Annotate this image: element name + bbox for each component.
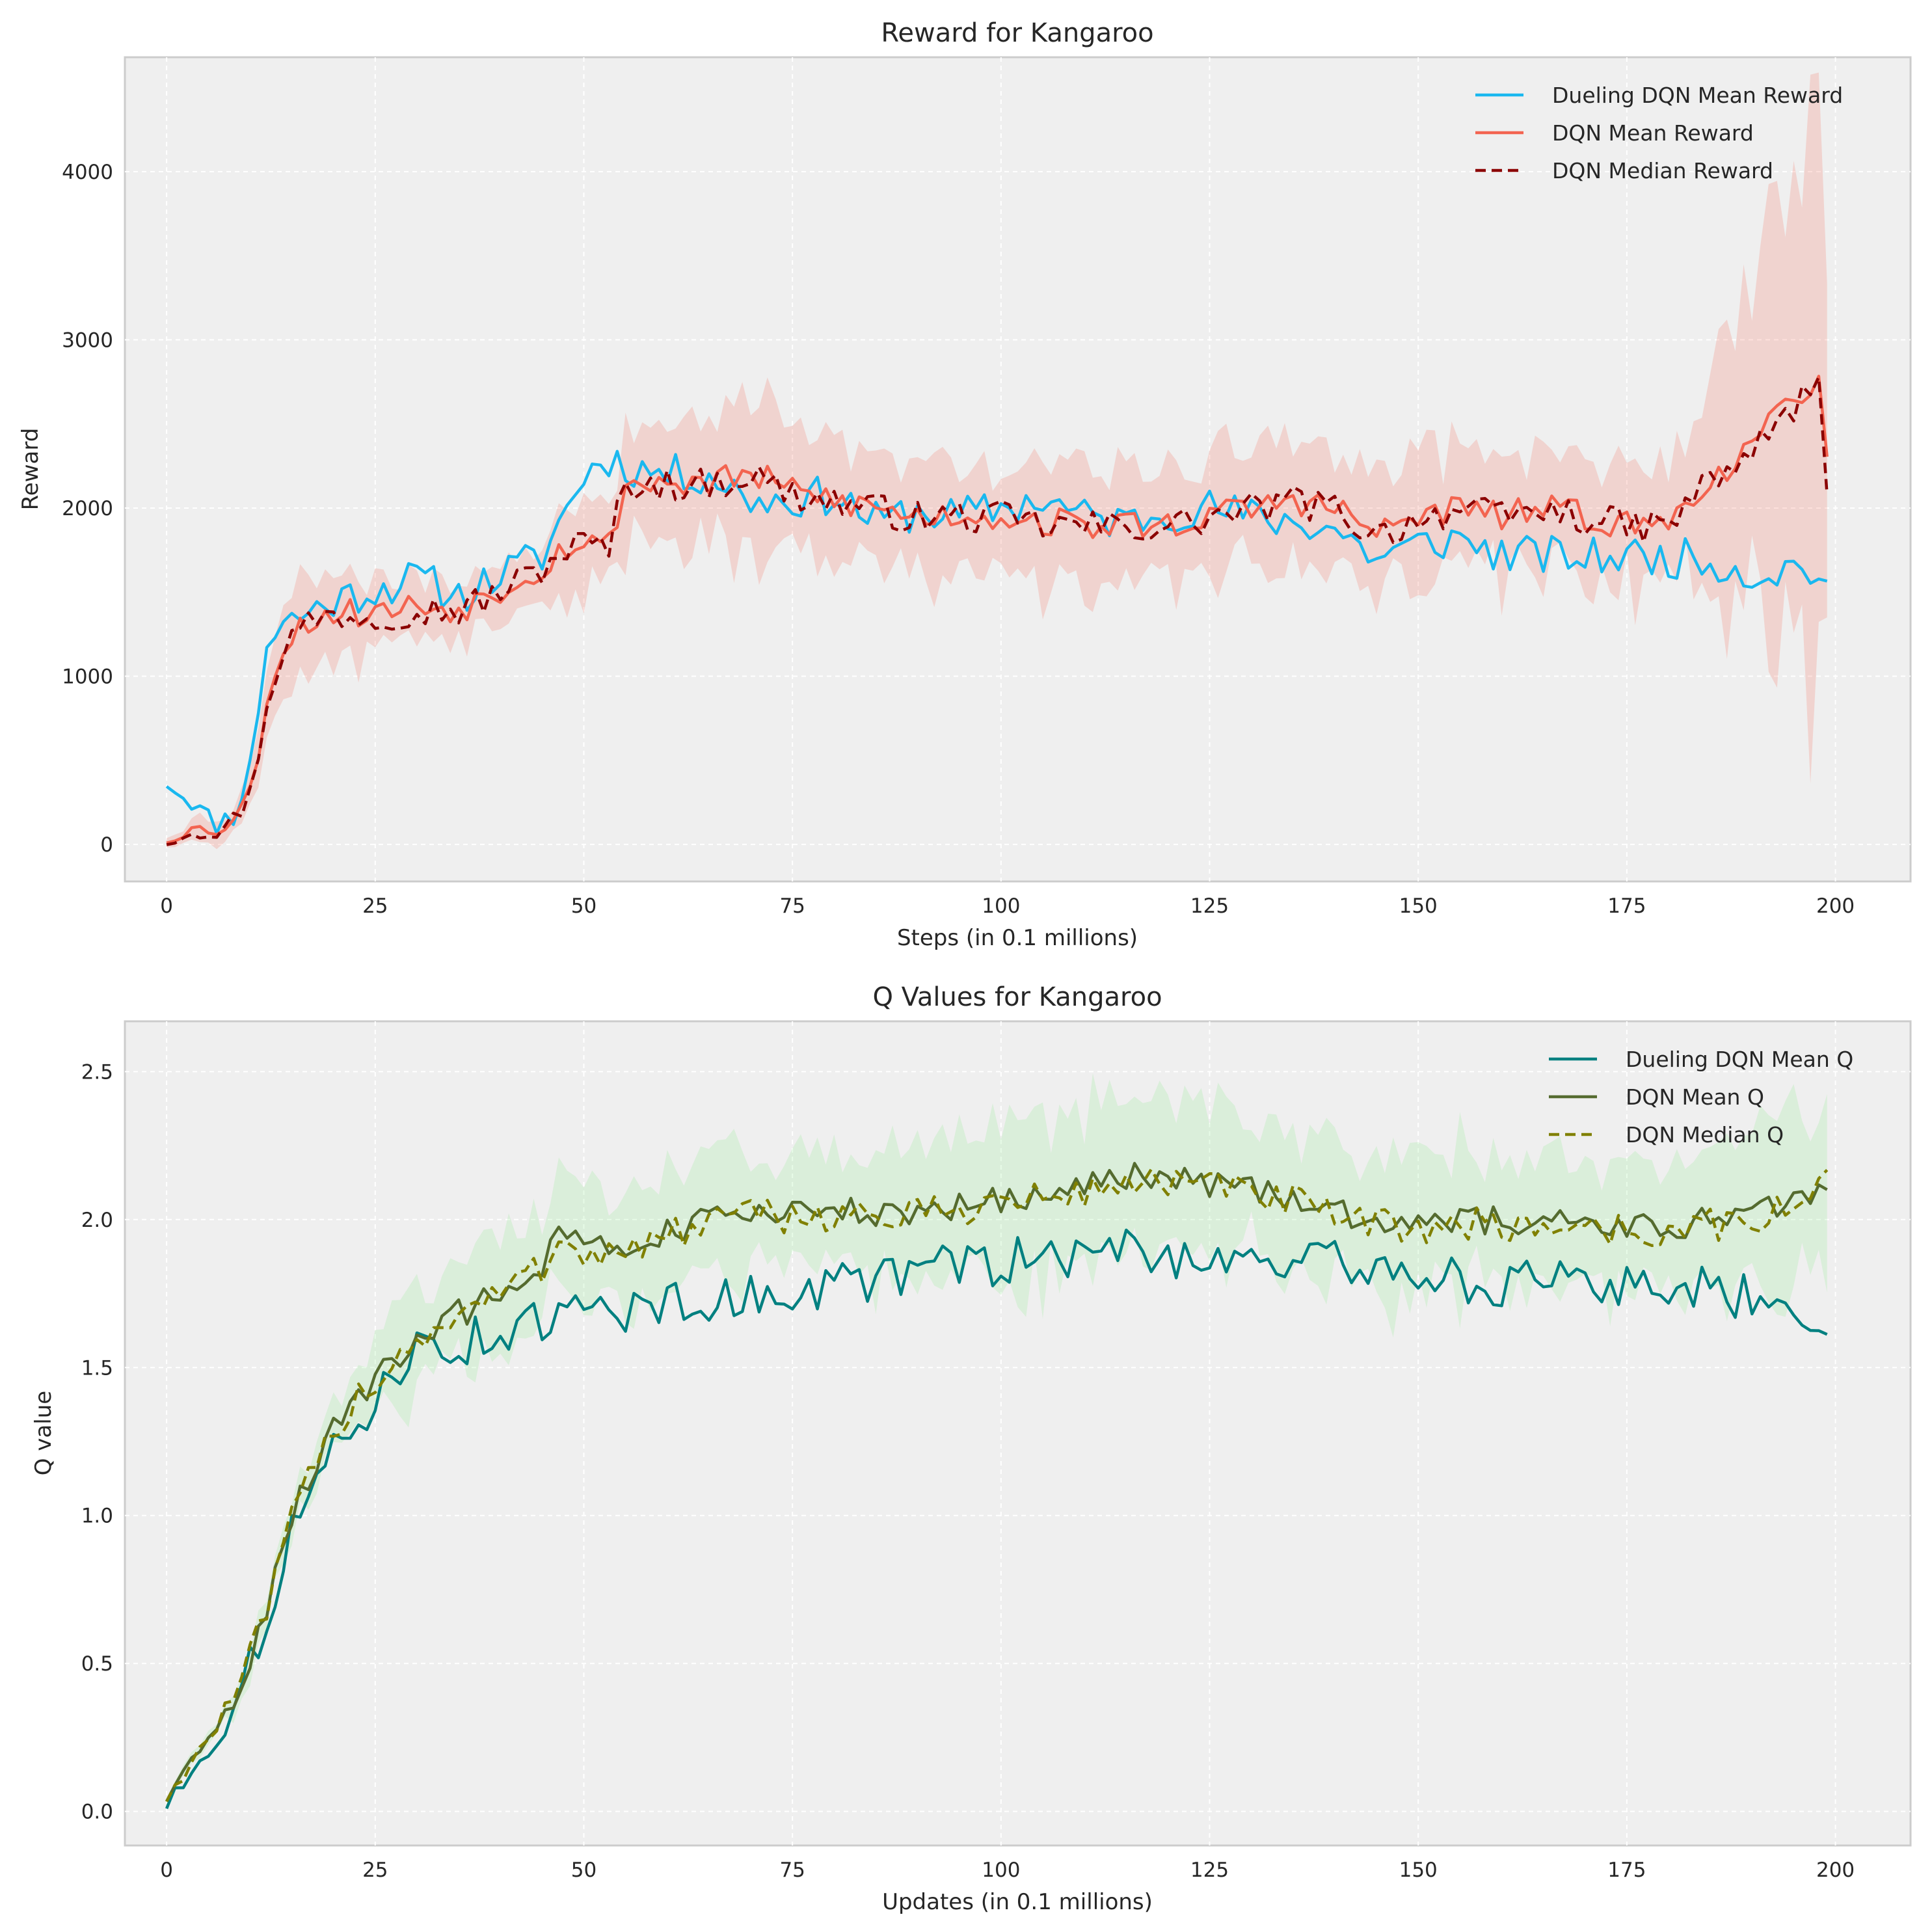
- reward-band: [167, 72, 1827, 850]
- reward-xticks: 0 25 50 75 100 125 150 175 200: [160, 894, 1855, 918]
- reward-x-tick-label: 50: [571, 894, 597, 918]
- reward-legend-label: DQN Mean Reward: [1552, 120, 1754, 146]
- q-y-tick-label: 1.5: [81, 1356, 113, 1380]
- reward-legend: Dueling DQN Mean Reward DQN Mean Reward DQ…: [1475, 83, 1843, 183]
- q-x-tick-label: 0: [160, 1858, 173, 1882]
- q-series: [165, 1162, 1829, 1810]
- q-x-tick-label: 75: [779, 1858, 805, 1882]
- reward-chart-title: Reward for Kangaroo: [881, 18, 1153, 48]
- q-confidence-band: [167, 1073, 1827, 1804]
- reward-axes-frame: [124, 56, 1912, 883]
- reward-grid: [125, 57, 1911, 881]
- reward-series: [165, 375, 1829, 846]
- reward-x-axis-label: Steps (in 0.1 millions): [897, 925, 1138, 951]
- reward-x-tick-label: 150: [1399, 894, 1438, 918]
- q-legend-label: DQN Median Q: [1626, 1122, 1784, 1147]
- q-y-tick-label: 0.0: [81, 1801, 113, 1824]
- q-y-tick-label: 2.5: [81, 1060, 113, 1084]
- q-legend: Dueling DQN Mean Q DQN Mean Q DQN Median Q: [1549, 1047, 1853, 1147]
- q-y-tick-label: 0.5: [81, 1652, 113, 1676]
- reward-x-tick-label: 0: [160, 894, 173, 918]
- q-legend-label: Dueling DQN Mean Q: [1626, 1047, 1853, 1072]
- q-y-axis-label: Q value: [31, 1391, 57, 1475]
- reward-series-line-3: [166, 375, 1829, 846]
- reward-series-line-2: [166, 375, 1829, 844]
- reward-x-tick-label: 25: [362, 894, 388, 918]
- q-x-tick-label: 125: [1190, 1858, 1229, 1882]
- reward-x-tick-label: 75: [779, 894, 805, 918]
- q-x-tick-label: 200: [1816, 1858, 1855, 1882]
- q-band: [167, 1073, 1827, 1804]
- reward-legend-label: Dueling DQN Mean Reward: [1552, 83, 1843, 108]
- q-grid: [125, 1021, 1911, 1845]
- reward-x-tick-label: 100: [982, 894, 1020, 918]
- q-xticks: 0 25 50 75 100 125 150 175 200: [160, 1858, 1855, 1882]
- reward-x-tick-label: 125: [1190, 894, 1229, 918]
- reward-y-axis-label: Reward: [18, 428, 44, 511]
- q-legend-label: DQN Mean Q: [1626, 1084, 1764, 1110]
- reward-confidence-band: [167, 72, 1827, 850]
- reward-y-tick-label: 2000: [62, 497, 113, 520]
- q-axes-frame: [124, 1020, 1912, 1847]
- reward-x-tick-label: 175: [1607, 894, 1646, 918]
- q-x-tick-label: 100: [982, 1858, 1020, 1882]
- q-x-axis-label: Updates (in 0.1 millions): [882, 1889, 1153, 1915]
- reward-x-tick-label: 200: [1816, 894, 1855, 918]
- reward-yticks: 0 1000 2000 3000 4000: [62, 161, 113, 857]
- q-series-line-2: [165, 1162, 1828, 1803]
- q-x-tick-label: 175: [1607, 1858, 1646, 1882]
- q-x-tick-label: 25: [362, 1858, 388, 1882]
- q-series-line-1: [165, 1228, 1828, 1810]
- reward-legend-label: DQN Median Reward: [1552, 158, 1773, 183]
- reward-y-tick-label: 3000: [62, 329, 113, 352]
- q-value-panel: 0 25 50 75 100 125 150 175 200 0.0 0.5 1.0 1.5 2.0 2.…: [31, 982, 1912, 1915]
- q-y-tick-label: 1.0: [81, 1505, 113, 1528]
- q-yticks: 0.0 0.5 1.0 1.5 2.0 2.5: [81, 1060, 113, 1823]
- reward-y-tick-label: 4000: [62, 161, 113, 184]
- reward-panel: 0 25 50 75 100 125 150 175 200 0 1000 2000 3000 4000…: [18, 18, 1912, 951]
- reward-y-tick-label: 0: [100, 833, 113, 857]
- q-series-line-3: [165, 1168, 1829, 1803]
- q-chart-title: Q Values for Kangaroo: [872, 982, 1162, 1012]
- q-x-tick-label: 50: [571, 1858, 597, 1882]
- reward-y-tick-label: 1000: [62, 665, 113, 689]
- q-y-tick-label: 2.0: [81, 1209, 113, 1232]
- reward-series-line-1: [165, 449, 1828, 835]
- q-x-tick-label: 150: [1399, 1858, 1438, 1882]
